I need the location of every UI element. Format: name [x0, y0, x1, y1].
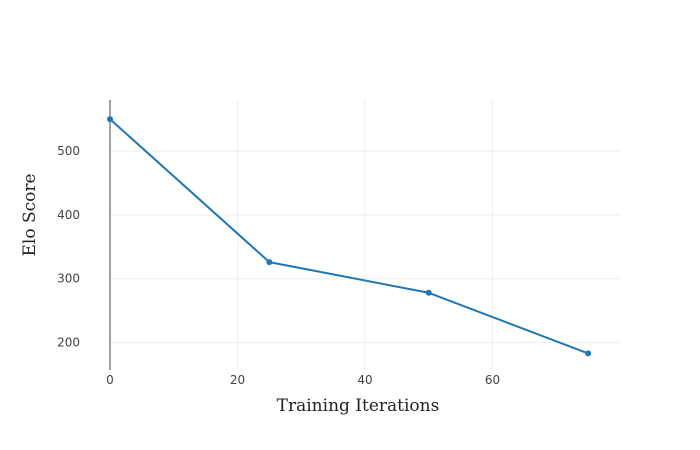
x-tick-label-2: 40: [357, 373, 372, 387]
grid-lines: [110, 100, 620, 370]
series-line-0: [109, 118, 589, 355]
y-tick-label-2: 400: [57, 208, 80, 222]
x-tick-label-3: 60: [485, 373, 500, 387]
data-point-0-3: [585, 350, 592, 357]
data-point-0-2: [425, 289, 432, 296]
data-point-0-0: [107, 116, 113, 123]
series-layer: [107, 116, 592, 357]
x-tick-label-1: 20: [230, 373, 245, 387]
x-axis-title: Training Iterations: [277, 396, 440, 416]
y-tick-label-1: 300: [57, 272, 80, 286]
y-axis-title: Elo Score: [20, 173, 40, 256]
tick-labels: 0 20 40 60 200 300 400 500: [57, 144, 500, 387]
x-tick-label-0: 0: [106, 373, 114, 387]
y-tick-label-0: 200: [57, 336, 80, 350]
y-tick-label-3: 500: [57, 144, 80, 158]
data-point-0-1: [266, 259, 273, 266]
